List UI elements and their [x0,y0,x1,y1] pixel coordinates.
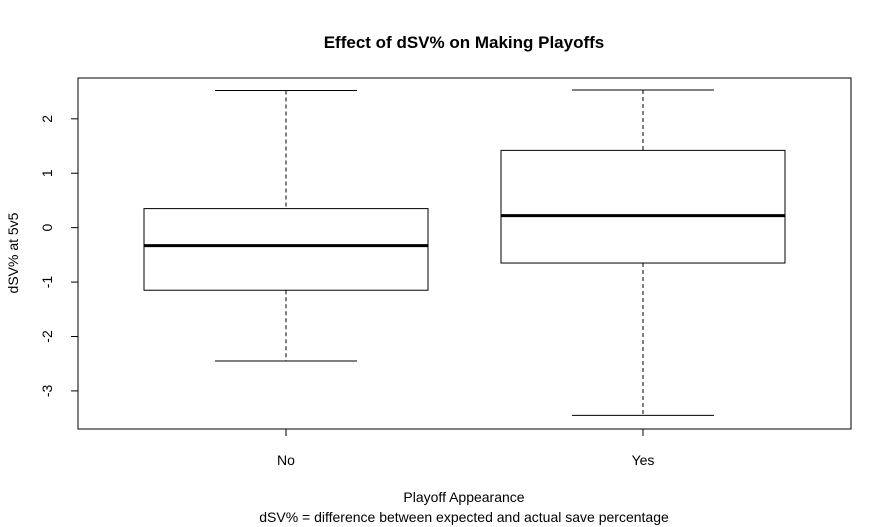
box-yes [500,89,786,416]
iqr-box [143,208,429,291]
x-axis-label: Playoff Appearance [403,489,524,505]
y-axis: -3 -2 -1 0 1 2 [39,115,79,397]
y-tick-label: -1 [39,276,55,289]
iqr-box [500,149,786,264]
x-tick-label-yes: Yes [632,452,655,468]
box-no [143,90,429,362]
y-tick-label: 1 [39,169,55,177]
y-tick-label: 2 [39,115,55,123]
x-axis-sublabel: dSV% = difference between expected and a… [259,509,669,525]
y-tick-label: -2 [39,330,55,343]
box-group [143,89,786,416]
x-axis: No Yes [277,428,655,468]
y-tick-label: 0 [39,224,55,232]
y-axis-label: dSV% at 5v5 [5,212,21,293]
y-tick-label: -3 [39,384,55,397]
chart-title: Effect of dSV% on Making Playoffs [324,33,605,52]
x-tick-label-no: No [277,452,295,468]
